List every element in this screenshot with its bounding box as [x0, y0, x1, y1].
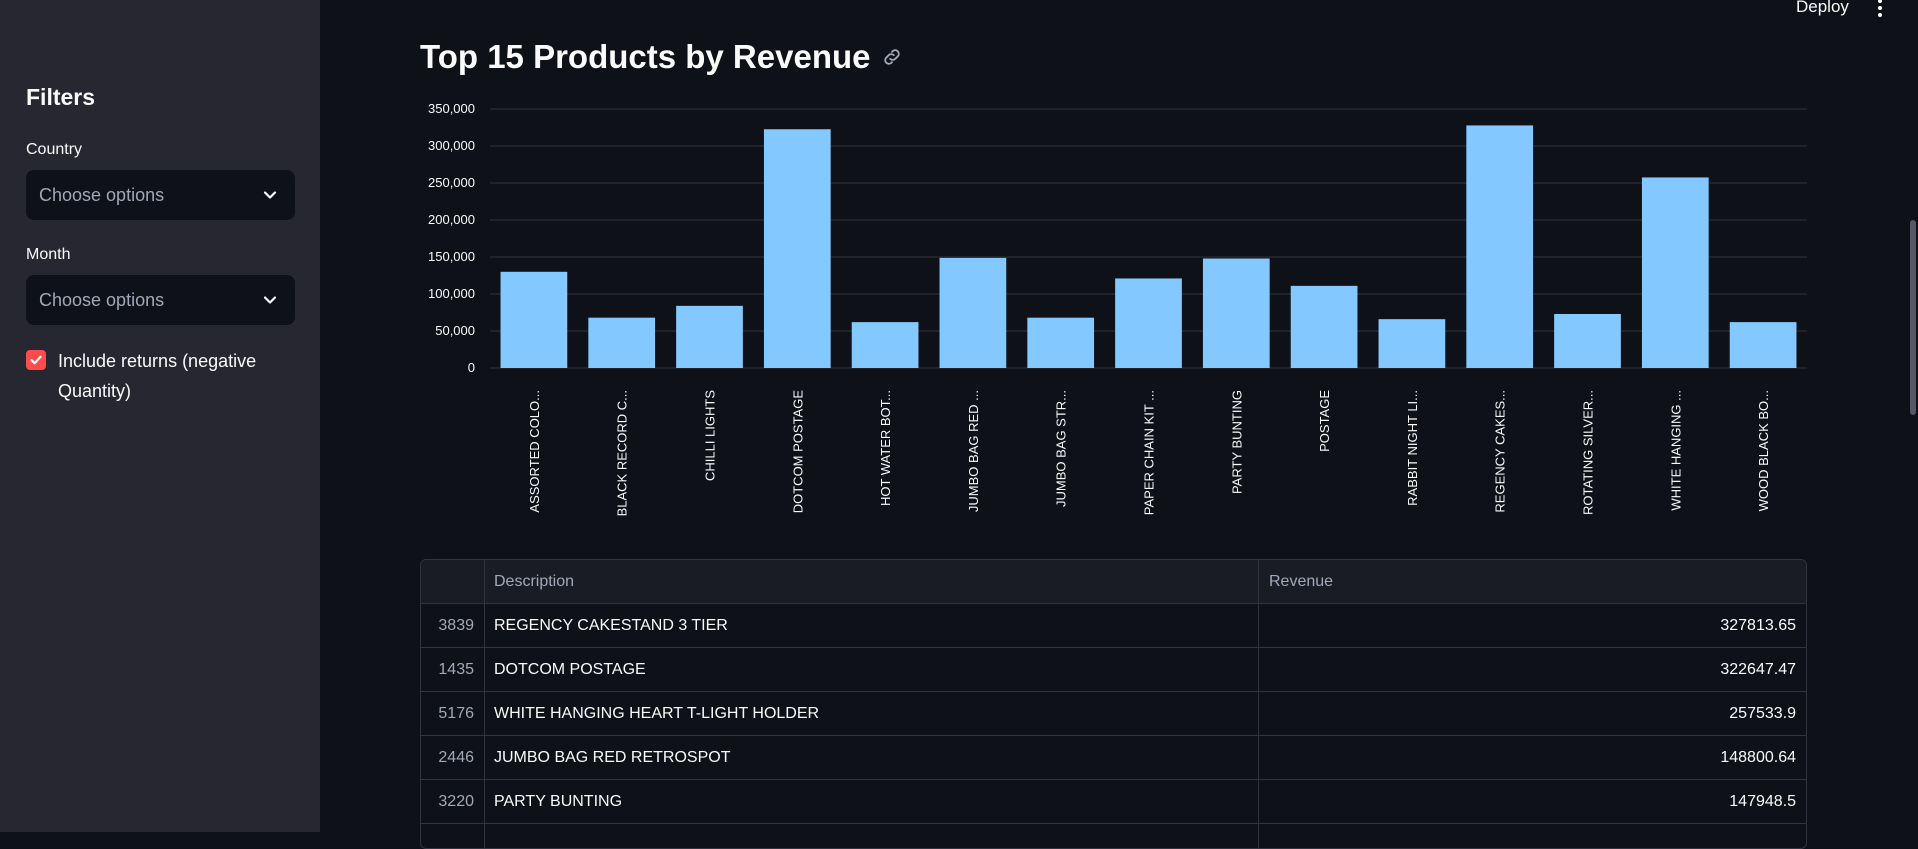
table-header-row: Description Revenue [421, 560, 1806, 604]
row-index: 5176 [421, 692, 485, 735]
cell-revenue[interactable] [1259, 824, 1806, 848]
row-index: 2446 [421, 736, 485, 779]
bar [676, 305, 743, 368]
link-icon[interactable] [881, 46, 903, 68]
cell-description[interactable] [485, 824, 1259, 848]
x-tick-label: RABBIT NIGHT LI... [1405, 390, 1420, 506]
table-row[interactable]: 3220 PARTY BUNTING 147948.5 [421, 780, 1806, 824]
row-index [421, 824, 485, 848]
month-multiselect[interactable]: Choose options [26, 275, 295, 325]
cell-description[interactable]: JUMBO BAG RED RETROSPOT [485, 736, 1259, 779]
chevron-down-icon [263, 296, 277, 304]
y-tick-label: 150,000 [428, 249, 475, 264]
country-label: Country [26, 141, 83, 158]
bar [500, 271, 568, 368]
chevron-down-icon [263, 191, 277, 199]
cell-revenue[interactable]: 322647.47 [1720, 660, 1796, 678]
x-tick-label: REGENCY CAKES... [1493, 390, 1508, 513]
bar [939, 257, 1007, 368]
x-tick-label: PARTY BUNTING [1229, 390, 1244, 494]
cell-revenue[interactable]: 147948.5 [1729, 792, 1796, 810]
bar [1378, 319, 1446, 368]
y-tick-label: 50,000 [435, 323, 475, 338]
table-row[interactable]: 2446 JUMBO BAG RED RETROSPOT 148800.64 [421, 736, 1806, 780]
x-tick-label: ASSORTED COLO... [527, 390, 542, 513]
table-row[interactable]: 1435 DOTCOM POSTAGE 322647.47 [421, 648, 1806, 692]
x-tick-label: WHITE HANGING ... [1668, 390, 1683, 511]
deploy-button[interactable]: Deploy [1796, 0, 1849, 16]
x-tick-label: WOOD BLACK BO... [1756, 390, 1771, 511]
y-tick-label: 0 [468, 360, 475, 375]
sidebar: Filters Country Choose options Month Cho… [0, 0, 320, 832]
country-placeholder: Choose options [39, 184, 165, 205]
cell-revenue[interactable]: 327813.65 [1720, 616, 1796, 634]
x-tick-label: HOT WATER BOT... [878, 390, 893, 506]
include-returns-label: Include returns (negative Quantity) [58, 351, 257, 401]
cell-description[interactable]: PARTY BUNTING [485, 780, 1259, 823]
bar [588, 317, 656, 368]
x-tick-label: JUMBO BAG STR... [1054, 390, 1069, 507]
cell-revenue[interactable]: 257533.9 [1729, 704, 1796, 722]
x-tick-label: DOTCOM POSTAGE [790, 390, 805, 514]
row-index: 3839 [421, 604, 485, 647]
row-index: 1435 [421, 648, 485, 691]
cell-description[interactable]: WHITE HANGING HEART T-LIGHT HOLDER [485, 692, 1259, 735]
data-table[interactable]: Description Revenue 3839 REGENCY CAKESTA… [420, 559, 1807, 849]
x-tick-label: PAPER CHAIN KIT ... [1142, 390, 1157, 515]
bar [1202, 258, 1270, 368]
x-tick-label: BLACK RECORD C... [615, 390, 630, 516]
cell-description[interactable]: DOTCOM POSTAGE [485, 648, 1259, 691]
column-header-index[interactable] [421, 560, 485, 603]
more-menu-icon[interactable] [1874, 0, 1886, 18]
bar [1554, 313, 1621, 368]
cell-revenue[interactable]: 148800.64 [1720, 748, 1796, 766]
bar-chart: 0 50,000 100,000 150,000 200,000 250,000 300,0… [428, 101, 1807, 516]
y-tick-label: 250,000 [428, 175, 475, 190]
page-title-text: Top 15 Products by Revenue [420, 38, 871, 75]
row-index: 3220 [421, 780, 485, 823]
bar [1115, 278, 1182, 368]
sidebar-title: Filters [26, 84, 96, 110]
bar [1641, 177, 1709, 368]
cell-description[interactable]: REGENCY CAKESTAND 3 TIER [485, 604, 1259, 647]
include-returns-checkbox-row[interactable]: Include returns (negative Quantity) [26, 346, 288, 406]
x-tick-label: JUMBO BAG RED ... [966, 390, 981, 512]
table-row[interactable]: 5176 WHITE HANGING HEART T-LIGHT HOLDER … [421, 692, 1806, 736]
y-tick-label: 100,000 [428, 286, 475, 301]
bar [1466, 125, 1534, 368]
bar [1027, 317, 1095, 368]
country-multiselect[interactable]: Choose options [26, 170, 295, 220]
y-tick-label: 350,000 [428, 101, 475, 116]
x-tick-label: CHILLI LIGHTS [703, 390, 718, 481]
scrollbar[interactable] [1910, 220, 1916, 415]
column-header-description[interactable]: Description [485, 560, 1259, 603]
bar [1290, 285, 1358, 368]
table-row[interactable]: 3839 REGENCY CAKESTAND 3 TIER 327813.65 [421, 604, 1806, 648]
month-label: Month [26, 246, 71, 263]
column-header-revenue[interactable]: Revenue [1269, 572, 1334, 590]
y-tick-label: 300,000 [428, 138, 475, 153]
x-tick-label: ROTATING SILVER... [1581, 390, 1596, 515]
bar [763, 129, 831, 368]
page-title: Top 15 Products by Revenue [420, 38, 903, 76]
bar [851, 322, 919, 368]
checkmark-icon [30, 355, 42, 365]
table-row[interactable] [421, 824, 1806, 848]
x-tick-label: POSTAGE [1317, 390, 1332, 452]
include-returns-checkbox[interactable] [26, 350, 46, 370]
y-tick-label: 200,000 [428, 212, 475, 227]
month-placeholder: Choose options [39, 289, 165, 310]
bar [1729, 322, 1797, 368]
